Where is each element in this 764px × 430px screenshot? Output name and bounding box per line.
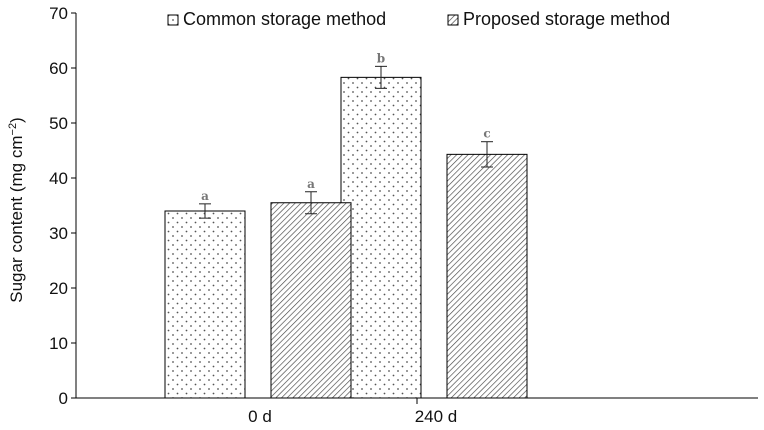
y-axis-ticks: 0 10 20 30 40 50 60 70 xyxy=(49,4,76,408)
legend: Common storage method Proposed storage me… xyxy=(167,9,670,29)
y-axis-title: Sugar content (mg cm−2) xyxy=(7,117,26,302)
legend-swatch-proposed xyxy=(447,14,459,26)
y-tick-label: 40 xyxy=(49,169,68,188)
legend-swatch-common xyxy=(167,14,179,26)
x-axis-tick-labels: 0 d 240 d xyxy=(248,407,457,426)
bar-series: a b a c xyxy=(164,51,528,399)
bar-common-0 xyxy=(164,210,246,399)
significance-letter: a xyxy=(201,189,209,203)
significance-letter: a xyxy=(307,177,315,191)
y-tick-label: 0 xyxy=(59,389,68,408)
y-tick-label: 60 xyxy=(49,59,68,78)
bar-common-1 xyxy=(340,76,422,399)
y-axis-title-exponent: −2 xyxy=(7,123,19,136)
y-tick-label: 10 xyxy=(49,334,68,353)
y-tick-label: 50 xyxy=(49,114,68,133)
y-tick-label: 70 xyxy=(49,4,68,23)
y-tick-label: 20 xyxy=(49,279,68,298)
x-tick-label: 0 d xyxy=(248,407,272,426)
bar-proposed-1 xyxy=(446,153,528,399)
y-tick-label: 30 xyxy=(49,224,68,243)
bar-proposed-0 xyxy=(270,202,352,399)
x-tick-label: 240 d xyxy=(415,407,458,426)
legend-label-common: Common storage method xyxy=(183,9,386,29)
legend-label-proposed: Proposed storage method xyxy=(463,9,670,29)
significance-letter: b xyxy=(377,51,385,65)
significance-letter: c xyxy=(483,127,490,141)
